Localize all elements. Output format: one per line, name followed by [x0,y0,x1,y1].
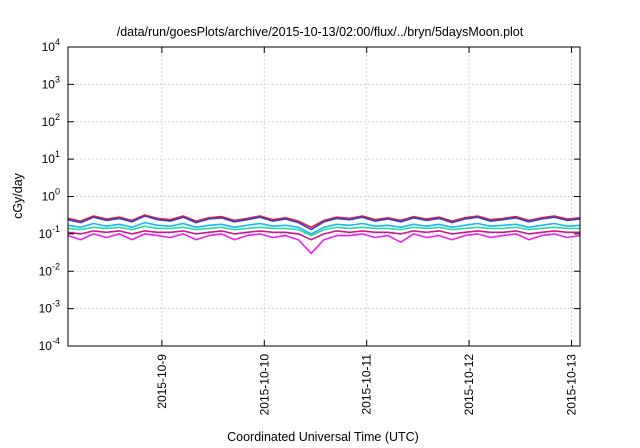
y-tick-label: 101 [42,149,60,166]
y-tick-label: 102 [42,112,60,129]
y-tick-label: 10-2 [39,261,60,278]
y-tick-label: 104 [42,37,60,54]
tick-layer: 10-4 10-3 10-2 10-1 100 101 102 103 104 2015-10-9… [39,37,580,415]
series-line-3 [67,221,581,235]
x-tick-label: 2015-10-12 [462,354,476,416]
series-line-2 [67,215,581,231]
series-line-5 [67,230,580,241]
chart-title: /data/run/goesPlots/archive/2015-10-13/0… [117,25,524,39]
y-tick-label: 10-4 [39,336,60,353]
y-axis-label: cGy/day [11,172,25,219]
x-tick-label: 2015-10-9 [155,354,169,409]
x-tick-label: 2015-10-13 [564,354,578,416]
x-tick-label: 2015-10-10 [257,354,271,416]
y-tick-label: 10-1 [39,224,60,241]
series-layer [67,214,581,255]
y-tick-label: 100 [42,187,60,204]
series-line-6 [67,233,581,255]
x-tick-label: 2015-10-11 [360,354,374,415]
y-tick-label: 10-3 [39,299,60,316]
x-axis-label: Coordinated Universal Time (UTC) [227,430,419,444]
y-tick-label: 103 [42,74,60,91]
series-line-4 [67,225,580,237]
grid-layer [68,47,580,346]
series-line-1 [67,214,581,229]
